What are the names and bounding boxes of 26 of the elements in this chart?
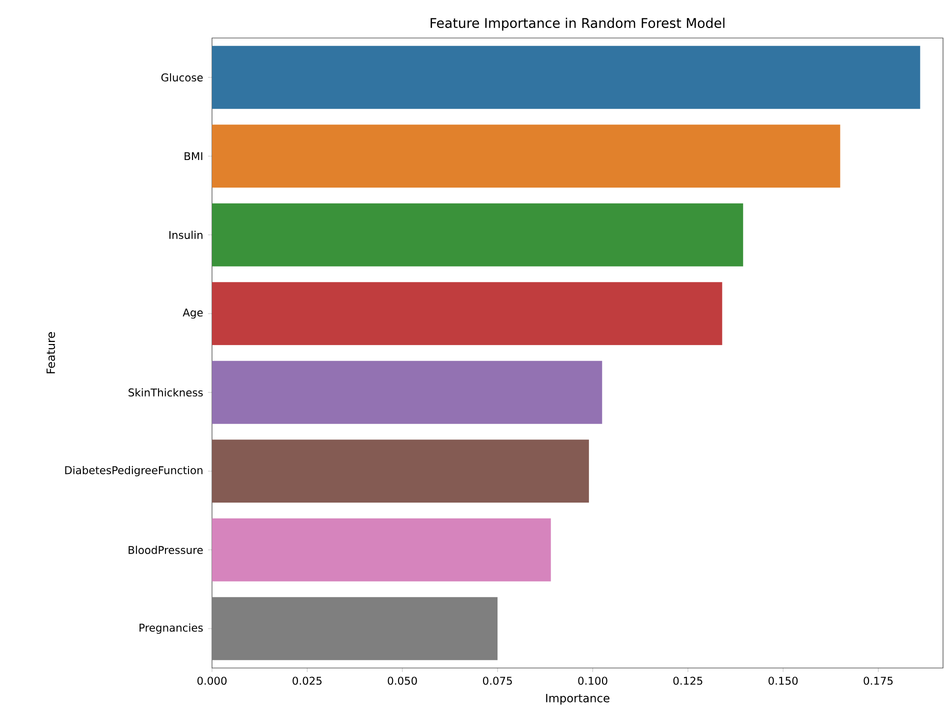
x-tick-label: 0.175	[864, 676, 893, 685]
bar	[212, 360, 602, 424]
bar	[212, 124, 840, 188]
x-tick-label: 0.125	[673, 676, 702, 685]
bar	[212, 203, 744, 266]
x-tick-label: 0.000	[197, 676, 227, 685]
x-tick-label: 0.025	[292, 676, 322, 685]
y-tick-label: BMI	[184, 152, 202, 160]
y-tick-label: Pregnancies	[140, 623, 203, 634]
y-tick-label: BloodPressure	[128, 546, 203, 554]
y-axis-title: Feature	[46, 332, 56, 374]
x-tick-label: 0.075	[482, 676, 512, 685]
bar	[212, 46, 920, 109]
y-tick-label: Age	[182, 308, 203, 319]
x-tick-label: 0.100	[578, 676, 608, 685]
x-tick-label: 0.150	[768, 676, 798, 685]
y-tick-label: Insulin	[169, 230, 202, 240]
bar	[212, 440, 589, 503]
bar	[212, 518, 551, 582]
x-axis-title: Importance	[546, 694, 610, 705]
bar	[212, 282, 722, 346]
y-tick-label: DiabetesPedigreeFunction	[65, 466, 202, 476]
chart-title: Feature Importance in Random Forest Model	[430, 18, 724, 31]
y-tick-label: Glucose	[161, 73, 203, 82]
y-tick-label: SkinThickness	[128, 388, 203, 397]
x-tick-label: 0.050	[388, 676, 417, 685]
